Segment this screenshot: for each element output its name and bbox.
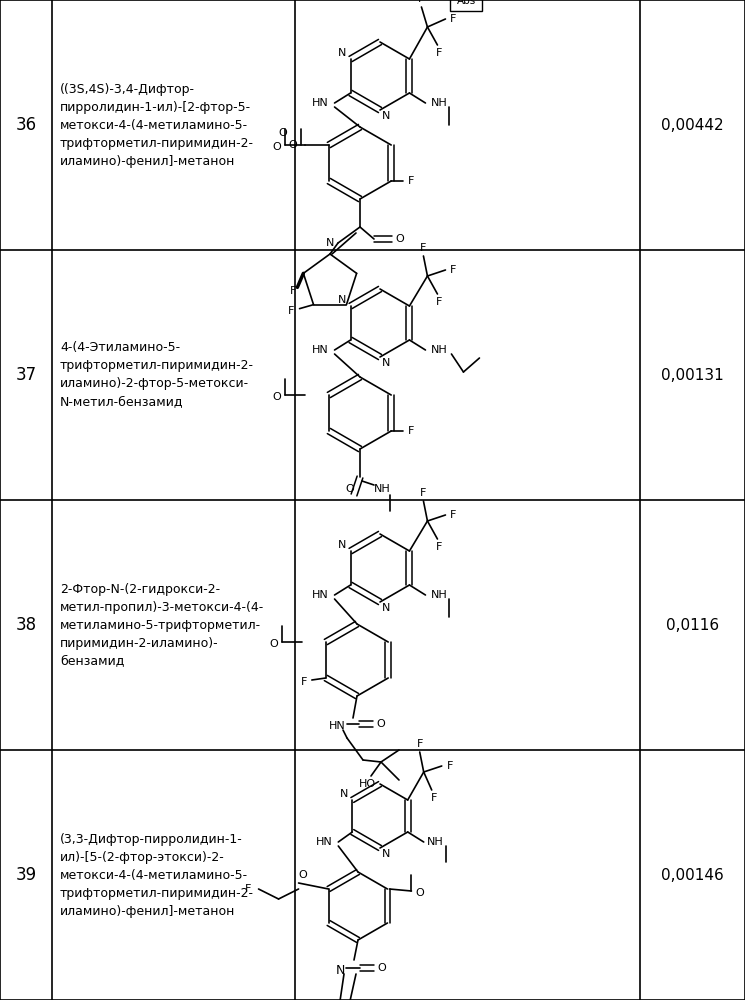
Text: O: O bbox=[377, 719, 385, 729]
Text: O: O bbox=[273, 142, 281, 152]
Text: NH: NH bbox=[428, 837, 444, 847]
Text: F: F bbox=[437, 297, 443, 307]
Text: O: O bbox=[279, 128, 288, 138]
Text: F: F bbox=[291, 286, 297, 296]
Text: HO: HO bbox=[358, 779, 375, 789]
Text: F: F bbox=[420, 243, 427, 253]
Text: F: F bbox=[408, 426, 414, 436]
Text: O: O bbox=[346, 484, 355, 494]
Text: O: O bbox=[270, 639, 278, 649]
Text: 38: 38 bbox=[16, 616, 37, 634]
Text: F: F bbox=[245, 884, 252, 894]
Text: F: F bbox=[288, 306, 295, 316]
Text: 37: 37 bbox=[16, 366, 37, 384]
Text: HN: HN bbox=[312, 590, 329, 600]
Text: F: F bbox=[450, 265, 457, 275]
Text: O: O bbox=[298, 870, 307, 880]
Text: F: F bbox=[431, 793, 437, 803]
Text: O: O bbox=[288, 140, 297, 150]
Text: N: N bbox=[381, 358, 390, 368]
Text: F: F bbox=[446, 761, 453, 771]
Text: NH: NH bbox=[431, 98, 448, 108]
Text: F: F bbox=[408, 176, 414, 186]
Text: N: N bbox=[338, 540, 346, 550]
Text: F: F bbox=[450, 14, 457, 24]
Text: O: O bbox=[415, 888, 424, 898]
Text: O: O bbox=[378, 963, 387, 973]
Text: NH: NH bbox=[374, 484, 390, 494]
Text: N: N bbox=[340, 789, 349, 799]
Text: O: O bbox=[396, 234, 405, 244]
Text: F: F bbox=[437, 48, 443, 58]
Text: N: N bbox=[338, 48, 346, 58]
Text: HN: HN bbox=[316, 837, 333, 847]
Text: N: N bbox=[381, 111, 390, 121]
Text: F: F bbox=[450, 510, 457, 520]
Text: O: O bbox=[273, 392, 281, 402]
Text: N: N bbox=[381, 849, 390, 859]
Text: F: F bbox=[420, 488, 427, 498]
Text: 2-Фтор-N-(2-гидрокси-2-
метил-пропил)-3-метокси-4-(4-
метиламино-5-трифторметил-: 2-Фтор-N-(2-гидрокси-2- метил-пропил)-3-… bbox=[60, 582, 264, 668]
Text: N: N bbox=[335, 964, 345, 976]
Text: 4-(4-Этиламино-5-
трифторметил-пиримидин-2-
иламино)-2-фтор-5-метокси-
N-метил-б: 4-(4-Этиламино-5- трифторметил-пиримидин… bbox=[60, 342, 254, 408]
Text: 36: 36 bbox=[16, 116, 37, 134]
Text: HN: HN bbox=[312, 345, 329, 355]
Text: 39: 39 bbox=[16, 866, 37, 884]
Text: NH: NH bbox=[431, 590, 448, 600]
Text: F: F bbox=[416, 739, 423, 749]
Text: ((3S,4S)-3,4-Дифтор-
пирролидин-1-ил)-[2-фтор-5-
метокси-4-(4-метиламино-5-
триф: ((3S,4S)-3,4-Дифтор- пирролидин-1-ил)-[2… bbox=[60, 83, 254, 167]
Text: HN: HN bbox=[312, 98, 329, 108]
Text: HN: HN bbox=[329, 721, 346, 731]
Text: N: N bbox=[338, 295, 346, 305]
Text: NH: NH bbox=[431, 345, 448, 355]
Text: F: F bbox=[418, 0, 425, 4]
Text: F: F bbox=[301, 677, 307, 687]
Text: 0,00442: 0,00442 bbox=[662, 117, 724, 132]
Text: 0,0116: 0,0116 bbox=[666, 617, 719, 633]
Text: F: F bbox=[437, 542, 443, 552]
Text: 0,00146: 0,00146 bbox=[661, 867, 724, 882]
Text: (3,3-Дифтор-пирролидин-1-
ил)-[5-(2-фтор-этокси)-2-
метокси-4-(4-метиламино-5-
т: (3,3-Дифтор-пирролидин-1- ил)-[5-(2-фтор… bbox=[60, 832, 254, 918]
Text: N: N bbox=[381, 603, 390, 613]
Text: N: N bbox=[326, 238, 335, 248]
Text: Abs: Abs bbox=[457, 0, 476, 6]
Text: 0,00131: 0,00131 bbox=[661, 367, 724, 382]
